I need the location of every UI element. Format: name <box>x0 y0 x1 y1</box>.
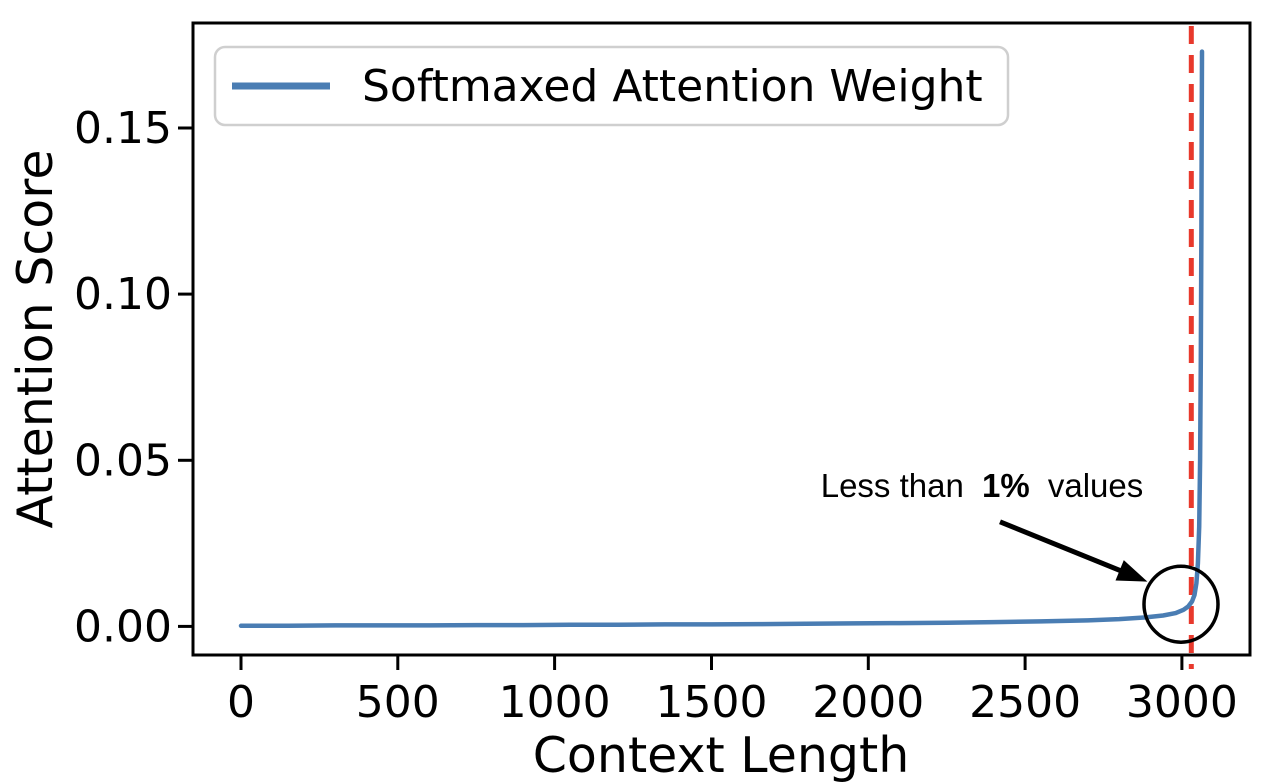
x-tick-label: 1500 <box>656 677 768 728</box>
y-tick-label: 0.10 <box>74 269 172 320</box>
annotation-arrow-head <box>1115 560 1148 582</box>
x-tick-label: 0 <box>227 677 255 728</box>
y-tick-label: 0.15 <box>74 103 172 154</box>
y-tick-label: 0.05 <box>74 435 172 486</box>
annotation-text-suffix: values <box>1048 467 1143 504</box>
series-line-softmaxed-attention-weight <box>238 49 1205 629</box>
plot-area: 0 500 1000 1500 2000 2500 3000 0.00 0.05 0.10 0.15 <box>74 21 1252 728</box>
legend-box <box>213 45 1010 127</box>
x-tick-label: 2500 <box>969 677 1081 728</box>
legend-label: Softmaxed Attention Weight <box>362 61 983 112</box>
x-axis-label: Context Length <box>533 727 910 783</box>
legend: Softmaxed Attention Weight <box>213 45 1010 127</box>
x-tick-label: 2000 <box>812 677 924 728</box>
y-tick-label: 0.00 <box>74 601 172 652</box>
annotation-circle <box>1142 564 1220 644</box>
annotation-text-prefix: Less than <box>821 467 964 504</box>
x-tick-label: 500 <box>356 677 440 728</box>
annotation-text: Less than 1% values <box>821 467 1144 504</box>
annotation-arrow-shaft <box>999 519 1125 575</box>
annotation-text-bold: 1% <box>982 467 1030 504</box>
y-axis-label: Attention Score <box>7 150 64 529</box>
x-tick-label: 1000 <box>499 677 611 728</box>
x-tick-label: 3000 <box>1126 677 1238 728</box>
plot-frame <box>191 21 1252 657</box>
